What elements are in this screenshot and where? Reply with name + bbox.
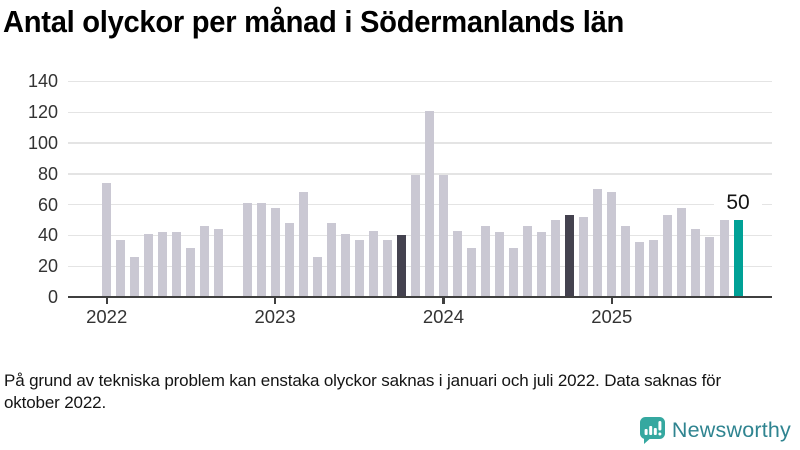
x-axis-tick-2025 bbox=[610, 298, 613, 304]
gridline-80 bbox=[68, 173, 772, 175]
gridline-100 bbox=[68, 142, 772, 144]
bar-2024-03 bbox=[466, 247, 476, 297]
bar-2025-06 bbox=[677, 207, 687, 297]
x-axis-line bbox=[68, 295, 772, 299]
bar-2024-02 bbox=[452, 230, 462, 297]
bar-2022-04 bbox=[144, 233, 154, 297]
bar-2025-08 bbox=[705, 236, 715, 297]
bar-2022-07 bbox=[186, 247, 196, 297]
bar-2024-08 bbox=[537, 232, 547, 297]
newsworthy-logo: Newsworthy bbox=[639, 417, 791, 444]
bar-2022-11 bbox=[242, 203, 252, 297]
bar-2022-06 bbox=[172, 232, 182, 297]
gridline-60 bbox=[68, 203, 772, 206]
gridline-20 bbox=[68, 265, 772, 267]
bar-2023-02 bbox=[284, 223, 294, 297]
y-axis-label-100: 100 bbox=[27, 133, 58, 153]
y-axis-label-120: 120 bbox=[27, 102, 58, 123]
bar-2024-11 bbox=[579, 216, 589, 297]
x-axis-label-2025: 2025 bbox=[591, 306, 633, 327]
newsworthy-wordmark: Newsworthy bbox=[671, 418, 791, 442]
bar-2023-05 bbox=[326, 223, 336, 297]
bar-2023-01 bbox=[270, 207, 280, 297]
x-axis-tick-2022 bbox=[105, 298, 108, 304]
bar-2022-09 bbox=[214, 229, 224, 297]
bar-2024-09 bbox=[551, 220, 561, 297]
bar-2024-05 bbox=[495, 232, 505, 297]
y-axis-label-20: 20 bbox=[37, 256, 58, 277]
bar-2025-07 bbox=[691, 229, 701, 297]
bar-2025-10 bbox=[733, 220, 743, 297]
y-axis-label-140: 140 bbox=[27, 71, 58, 92]
bar-2023-10 bbox=[396, 235, 406, 297]
bar-2023-06 bbox=[340, 233, 350, 297]
y-axis-label-40: 40 bbox=[37, 225, 58, 246]
y-axis-label-60: 60 bbox=[37, 194, 58, 215]
x-axis-label-2023: 2023 bbox=[254, 306, 296, 327]
bar-2023-11 bbox=[410, 175, 420, 297]
bar-2024-01 bbox=[438, 175, 448, 297]
bar-2022-02 bbox=[116, 240, 126, 297]
bar-2025-01 bbox=[607, 192, 617, 297]
bar-2024-12 bbox=[593, 189, 603, 297]
footnote-line-1: På grund av tekniska problem kan enstaka… bbox=[4, 371, 721, 390]
x-axis-tick-2023 bbox=[273, 298, 277, 304]
bar-2022-03 bbox=[130, 256, 140, 297]
bar-2025-03 bbox=[635, 241, 645, 297]
gridline-120 bbox=[68, 111, 772, 113]
bar-2022-08 bbox=[200, 226, 210, 297]
gridline-140 bbox=[68, 80, 772, 83]
bar-2024-04 bbox=[481, 226, 490, 297]
x-axis-tick-2024 bbox=[442, 298, 445, 304]
gridline-40 bbox=[68, 234, 772, 237]
bar-2023-08 bbox=[368, 230, 378, 297]
bar-2023-09 bbox=[382, 240, 392, 297]
x-axis-label-2024: 2024 bbox=[422, 306, 464, 327]
footnote-line-2: oktober 2022. bbox=[4, 393, 107, 412]
chart-title: Antal olyckor per månad i Södermanlands … bbox=[3, 4, 625, 39]
bar-2023-04 bbox=[312, 256, 322, 297]
bar-2022-12 bbox=[256, 203, 266, 297]
bar-2023-12 bbox=[424, 110, 434, 297]
bar-2024-07 bbox=[523, 226, 533, 297]
bar-2025-09 bbox=[719, 220, 729, 297]
bar-2022-05 bbox=[158, 232, 168, 297]
bar-2023-07 bbox=[354, 240, 364, 297]
bar-2025-05 bbox=[663, 215, 673, 297]
y-axis-label-0: 0 bbox=[47, 287, 58, 307]
y-axis-label-80: 80 bbox=[37, 163, 58, 184]
bar-2024-10 bbox=[565, 215, 575, 297]
bar-2025-04 bbox=[649, 240, 659, 297]
x-axis-label-2022: 2022 bbox=[86, 306, 128, 327]
bar-2022-01 bbox=[102, 183, 112, 297]
bar-2025-02 bbox=[621, 226, 631, 297]
bar-2023-03 bbox=[298, 192, 308, 297]
last-value-label: 50 bbox=[714, 191, 763, 215]
newsworthy-bubble-chart-icon bbox=[639, 417, 665, 444]
bar-2024-06 bbox=[509, 247, 519, 297]
